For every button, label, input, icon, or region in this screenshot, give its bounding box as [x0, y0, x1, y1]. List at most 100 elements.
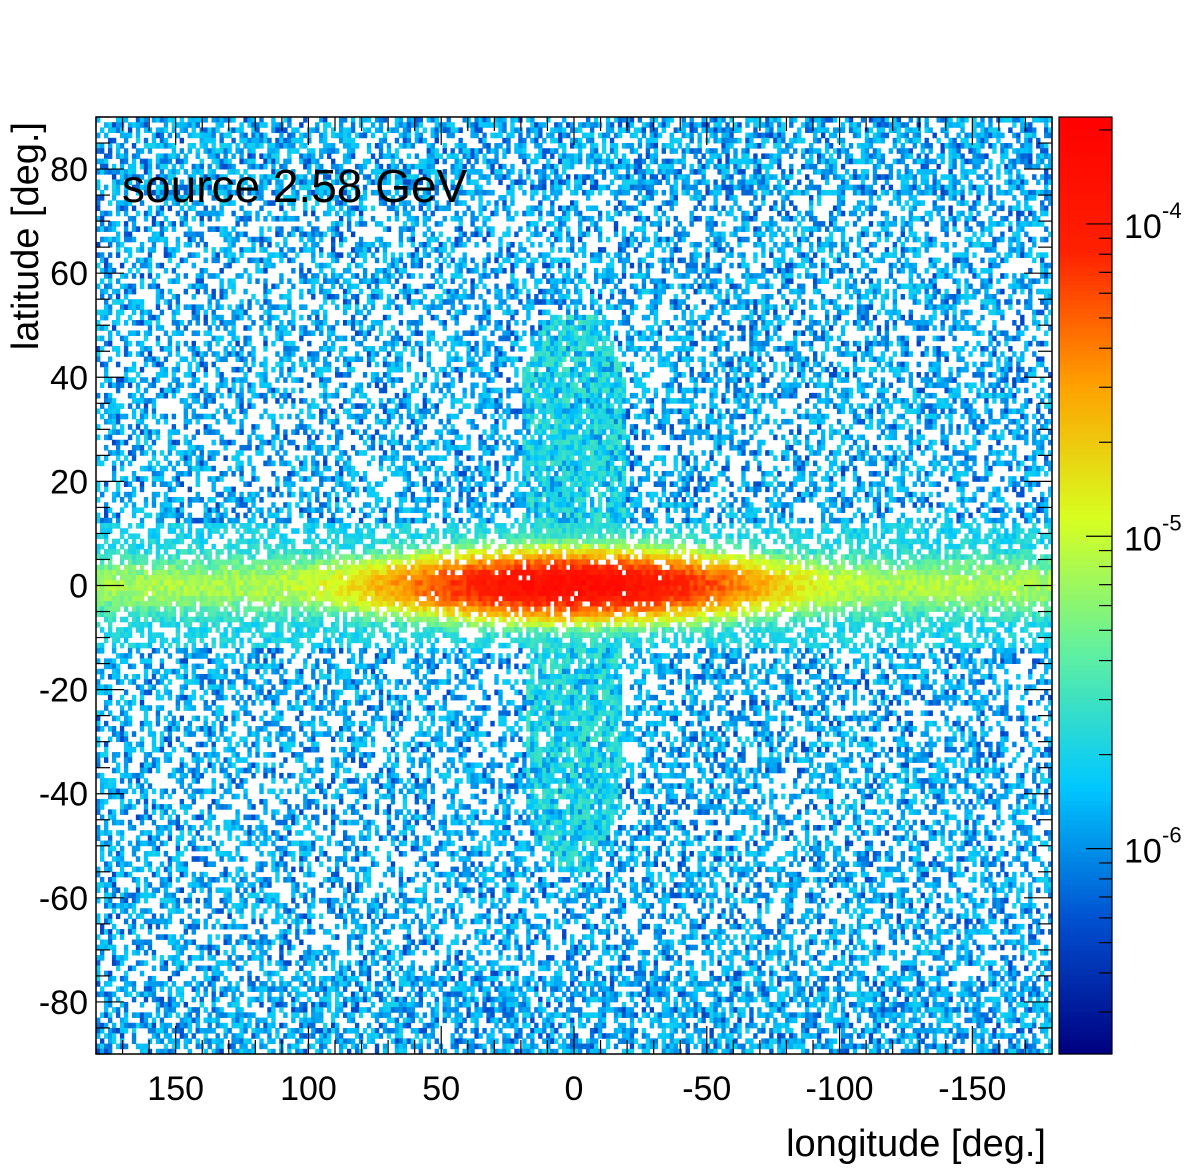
heat-cell — [195, 184, 200, 191]
heat-cell — [904, 122, 909, 128]
heat-cell — [1020, 314, 1025, 321]
heat-cell — [518, 247, 523, 253]
heat-cell — [119, 309, 125, 316]
heat-cell — [1044, 189, 1049, 196]
heat-cell — [442, 288, 447, 295]
heat-cell — [972, 184, 977, 191]
heat-cell — [574, 288, 579, 295]
heat-cell — [179, 127, 185, 134]
heat-cell — [801, 163, 806, 170]
heat-cell — [876, 158, 882, 165]
heat-cell — [601, 267, 607, 274]
heat-cell — [295, 137, 300, 144]
heat-cell — [231, 288, 236, 295]
heat-cell — [840, 143, 846, 149]
heat-cell — [243, 309, 248, 316]
heat-cell — [526, 293, 531, 300]
heat-cell — [749, 278, 754, 284]
heat-cell — [753, 309, 758, 316]
heat-cell — [992, 148, 997, 154]
heat-cell — [510, 132, 515, 139]
heat-cell — [725, 273, 730, 279]
heat-cell — [263, 283, 268, 290]
heat-cell — [721, 236, 726, 243]
heat-cell — [976, 210, 981, 217]
heat-cell — [992, 221, 997, 227]
heat-cell — [175, 210, 181, 217]
heat-cell — [231, 252, 236, 258]
heat-cell — [1000, 148, 1005, 154]
heat-cell — [335, 293, 340, 300]
heat-cell — [924, 231, 929, 238]
heat-cell — [705, 309, 710, 316]
heat-cell — [960, 158, 965, 165]
heat-cell — [175, 236, 181, 243]
heat-cell — [816, 158, 822, 165]
heat-cell — [932, 262, 937, 269]
heat-cell — [354, 299, 360, 305]
heat-cell — [378, 148, 384, 154]
heat-cell — [880, 299, 886, 305]
heat-cell — [577, 299, 583, 305]
heat-cell — [319, 320, 324, 326]
heat-cell — [526, 236, 531, 243]
heat-cell — [382, 304, 388, 311]
heat-cell — [741, 184, 746, 191]
heat-cell — [840, 247, 846, 253]
heat-cell — [964, 247, 969, 253]
heat-cell — [283, 137, 288, 144]
heat-cell — [884, 174, 890, 180]
heat-cell — [562, 163, 567, 170]
heat-cell — [470, 325, 475, 331]
heat-cell — [984, 169, 989, 175]
heat-cell — [562, 205, 567, 212]
heat-cell — [805, 325, 810, 331]
heat-cell — [155, 153, 161, 160]
heat-cell — [478, 314, 483, 321]
heat-cell — [661, 169, 667, 175]
heat-cell — [327, 200, 332, 206]
heat-cell — [832, 257, 838, 264]
heat-cell — [107, 262, 113, 269]
heat-cell — [872, 174, 878, 180]
heat-cell — [346, 288, 352, 295]
heat-cell — [972, 215, 977, 222]
heat-cell — [1020, 158, 1025, 165]
heat-cell — [239, 215, 244, 222]
heat-cell — [996, 309, 1001, 316]
heat-cell — [673, 137, 678, 144]
heat-cell — [195, 153, 200, 160]
heat-cell — [645, 325, 651, 331]
heat-cell — [741, 252, 746, 258]
heat-cell — [992, 236, 997, 243]
heat-cell — [167, 132, 173, 139]
heat-cell — [450, 148, 455, 154]
heat-cell — [581, 252, 587, 258]
heat-cell — [291, 314, 296, 321]
heat-cell — [1044, 304, 1049, 311]
heat-cell — [876, 195, 882, 201]
heat-cell — [438, 320, 443, 326]
heat-cell — [777, 153, 782, 160]
heat-cell — [625, 236, 631, 243]
heat-cell — [856, 252, 862, 258]
heat-cell — [980, 189, 985, 196]
heat-cell — [940, 241, 945, 248]
heat-cell — [127, 288, 133, 295]
heat-cell — [331, 252, 336, 258]
heat-cell — [470, 122, 475, 128]
heat-cell — [912, 137, 917, 144]
heat-cell — [255, 163, 260, 170]
heat-cell — [346, 320, 352, 326]
heat-cell — [478, 117, 483, 123]
heat-cell — [860, 148, 866, 154]
heat-cell — [362, 304, 368, 311]
heat-cell — [852, 252, 858, 258]
heat-cell — [593, 299, 599, 305]
heat-cell — [972, 267, 977, 274]
heat-cell — [769, 132, 774, 139]
heat-cell — [789, 200, 794, 206]
heat-cell — [159, 210, 165, 217]
heat-cell — [689, 320, 694, 326]
heat-cell — [143, 169, 149, 175]
